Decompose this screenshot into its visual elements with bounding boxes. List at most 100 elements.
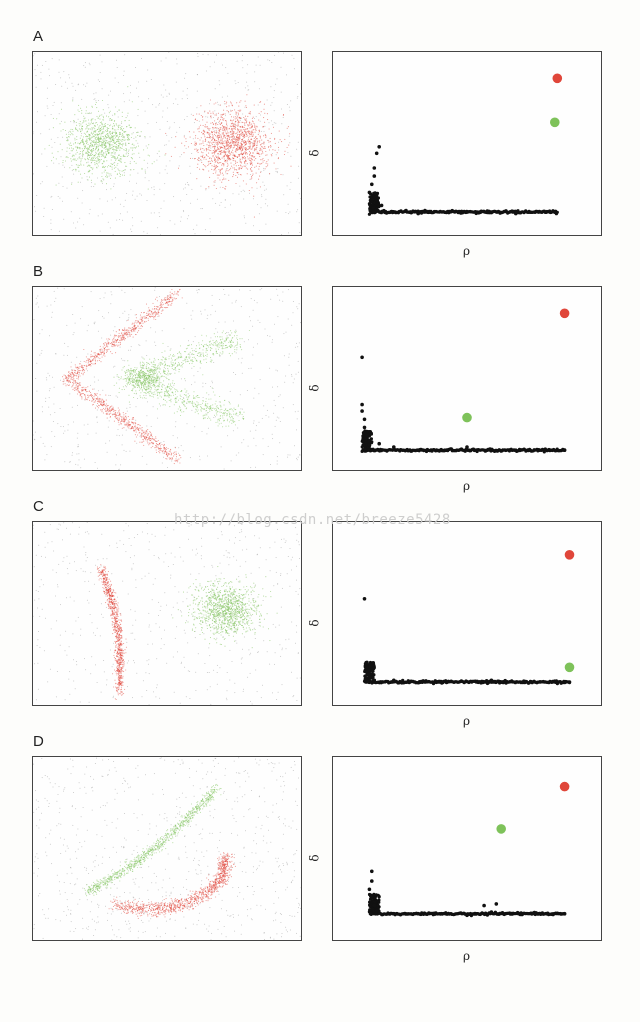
red-cluster-point <box>113 336 115 338</box>
red-cluster-point <box>131 427 133 429</box>
green-cluster-point <box>80 159 82 161</box>
noise-point <box>188 184 190 186</box>
noise-point <box>288 106 290 108</box>
red-cluster-point <box>85 388 87 390</box>
noise-point <box>53 403 55 405</box>
noise-point <box>207 427 209 429</box>
noise-point <box>197 55 199 57</box>
red-cluster-point <box>232 137 234 139</box>
green-cluster-point <box>107 172 109 174</box>
red-cluster-point <box>219 123 221 125</box>
red-cluster-point <box>211 133 213 135</box>
noise-point <box>294 411 296 413</box>
red-cluster-point <box>160 304 162 306</box>
red-cluster-point <box>215 135 217 137</box>
red-cluster-point <box>101 409 103 411</box>
noise-point <box>119 219 121 220</box>
red-cluster-point <box>225 128 227 130</box>
red-cluster-point <box>207 112 209 114</box>
red-cluster-point <box>262 147 264 149</box>
noise-point <box>192 341 194 343</box>
red-cluster-point <box>119 422 121 424</box>
red-cluster-point <box>144 433 146 435</box>
red-cluster-point <box>228 132 230 134</box>
red-cluster-point <box>170 297 172 299</box>
green-cluster-point <box>81 110 83 112</box>
red-cluster-point <box>214 114 216 116</box>
red-cluster-point <box>206 144 208 146</box>
noise-point <box>93 93 95 95</box>
noise-point <box>173 384 175 386</box>
red-cluster-point <box>131 328 133 330</box>
green-cluster-point <box>96 156 98 159</box>
green-cluster-point <box>144 171 146 173</box>
red-cluster-point <box>264 146 266 148</box>
red-cluster-point <box>239 101 241 103</box>
noise-point <box>235 329 237 331</box>
noise-point <box>159 296 160 297</box>
green-cluster-point <box>215 342 217 344</box>
red-cluster-point <box>231 128 233 130</box>
green-cluster-point <box>97 144 99 146</box>
red-cluster-point <box>102 399 104 401</box>
red-cluster-point <box>213 164 215 166</box>
red-cluster-point <box>256 142 258 144</box>
red-cluster-point <box>202 130 204 132</box>
red-cluster-point <box>107 349 109 351</box>
red-cluster-point <box>218 162 220 164</box>
green-cluster-point <box>119 175 121 177</box>
red-cluster-point <box>157 313 159 315</box>
red-cluster-point <box>208 145 210 147</box>
red-cluster-point <box>67 378 69 380</box>
green-cluster-point <box>93 141 95 143</box>
red-cluster-point <box>120 420 122 423</box>
red-cluster-point <box>168 298 171 301</box>
red-cluster-point <box>262 161 264 163</box>
noise-point <box>140 220 142 222</box>
red-cluster-point <box>106 338 108 340</box>
noise-point <box>42 442 44 444</box>
red-cluster-point <box>267 119 269 121</box>
red-cluster-point <box>124 328 126 330</box>
red-cluster-point <box>83 369 86 371</box>
red-cluster-point <box>71 377 73 379</box>
noise-point <box>55 84 57 85</box>
red-cluster-point <box>246 173 248 175</box>
noise-point <box>47 372 49 374</box>
green-cluster-point <box>97 160 99 162</box>
green-cluster-point <box>107 136 109 139</box>
green-cluster-point <box>107 134 109 136</box>
red-cluster-point <box>244 144 246 146</box>
red-cluster-point <box>194 142 196 145</box>
red-cluster-point <box>251 162 253 164</box>
red-cluster-point <box>160 303 162 305</box>
green-cluster-point <box>80 161 82 163</box>
noise-point <box>283 355 285 357</box>
red-cluster-point <box>141 432 143 434</box>
red-cluster-point <box>230 153 232 155</box>
green-cluster-point <box>138 152 140 154</box>
red-cluster-point <box>257 134 259 136</box>
red-cluster-point <box>149 431 151 433</box>
red-cluster-point <box>222 163 224 165</box>
noise-point <box>145 340 147 342</box>
noise-point <box>145 172 147 174</box>
green-cluster-point <box>96 138 98 141</box>
green-cluster-point <box>123 174 125 176</box>
red-cluster-point <box>203 144 205 147</box>
green-cluster-point <box>87 155 89 157</box>
red-cluster-point <box>230 136 232 138</box>
green-cluster-point <box>93 136 95 138</box>
red-cluster-point <box>222 174 224 176</box>
red-cluster-point <box>212 141 214 143</box>
green-cluster-point <box>125 131 127 133</box>
green-cluster-point <box>92 154 94 156</box>
noise-point <box>116 375 118 377</box>
noise-point <box>259 379 261 381</box>
red-cluster-point <box>220 134 222 136</box>
red-cluster-point <box>266 160 268 163</box>
red-cluster-point <box>252 135 254 137</box>
green-cluster-point <box>70 147 73 149</box>
green-cluster-point <box>97 152 99 154</box>
green-cluster-point <box>96 122 98 124</box>
